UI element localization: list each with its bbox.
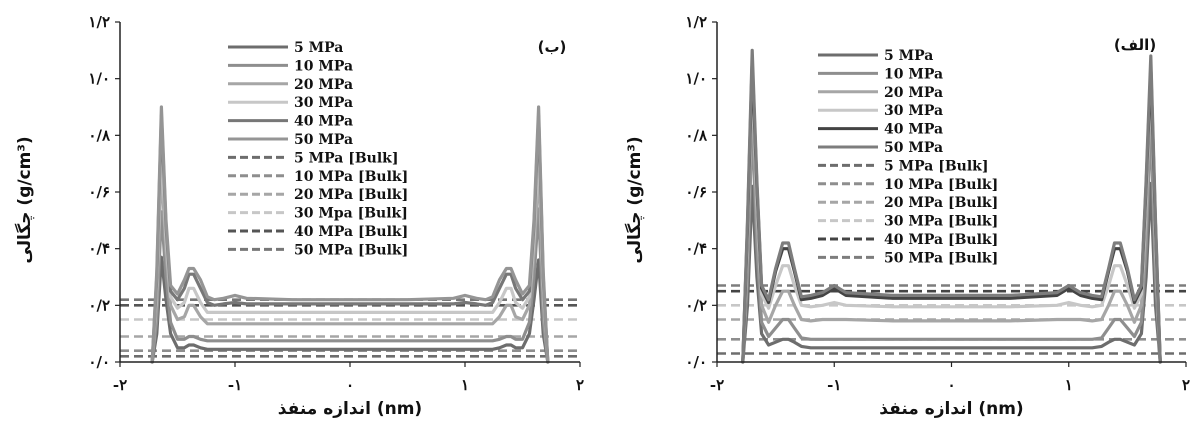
legend-label-6: 5 MPa [Bulk] — [884, 158, 989, 174]
y-tick-label: ۰/۴ — [685, 240, 707, 258]
x-tick-label: ۱ — [461, 376, 469, 394]
y-tick-label: ۰/۴ — [88, 240, 110, 258]
legend-label-8: 20 MPa [Bulk] — [294, 187, 408, 203]
legend-label-1: 10 MPa — [884, 66, 943, 82]
y-tick-label: ۰/۶ — [88, 183, 110, 201]
x-tick-label: -۱ — [228, 376, 242, 394]
series-line-4 — [743, 62, 1160, 362]
legend-label-2: 20 MPa — [884, 85, 943, 101]
series-line-0 — [152, 257, 548, 362]
y-tick-label: ۰/۲ — [88, 296, 110, 314]
y-tick-label: ۱/۰ — [88, 70, 110, 88]
x-tick-label: ۲ — [576, 376, 584, 394]
legend-label-7: 10 MPa [Bulk] — [294, 169, 408, 185]
legend-label-10: 40 MPa [Bulk] — [294, 224, 408, 240]
legend-label-10: 40 MPa [Bulk] — [884, 232, 998, 248]
y-tick-label: ۰/۰ — [88, 353, 110, 371]
legend-label-11: 50 MPa [Bulk] — [884, 250, 998, 266]
legend-label-4: 40 MPa — [294, 114, 353, 130]
legend-label-9: 30 MPa [Bulk] — [884, 214, 998, 230]
legend-label-3: 30 MPa — [294, 95, 353, 111]
legend-label-6: 5 MPa [Bulk] — [294, 150, 399, 166]
y-tick-label: ۰/۸ — [88, 126, 111, 144]
panel-label: (ب) — [538, 38, 567, 56]
x-tick-label: ۲ — [1182, 376, 1190, 394]
x-axis-title: اندازه منفذ (nm) — [278, 399, 422, 419]
legend-label-5: 50 MPa — [294, 132, 353, 148]
legend: 5 MPa 10 MPa 20 MPa 30 MPa 40 MPa 50 MPa 5 MPa… — [818, 48, 998, 266]
y-tick-label: ۰/۸ — [685, 126, 708, 144]
y-tick-label: ۰/۰ — [685, 353, 707, 371]
y-tick-label: ۱/۰ — [685, 70, 707, 88]
x-axis-title: اندازه منفذ (nm) — [879, 399, 1023, 419]
y-axis-title: چگالی (g/cm³) — [14, 136, 35, 263]
x-tick-label: -۲ — [710, 376, 724, 394]
legend-label-1: 10 MPa — [294, 58, 353, 74]
x-tick-label: ۰ — [947, 376, 955, 394]
y-tick-label: ۰/۶ — [685, 183, 707, 201]
legend-label-3: 30 MPa — [884, 103, 943, 119]
legend-label-0: 5 MPa — [884, 48, 933, 64]
x-tick-label: ۰ — [346, 376, 354, 394]
y-tick-label: ۱/۲ — [88, 13, 110, 31]
legend-label-0: 5 MPa — [294, 40, 343, 56]
x-tick-label: ۱ — [1065, 376, 1073, 394]
legend-label-2: 20 MPa — [294, 77, 353, 93]
legend-label-4: 40 MPa — [884, 122, 943, 138]
chart-panel-1: ۰/۰ ۰/۲ ۰/۴ ۰/۶ ۰/۸ ۱/۰ ۱/۲ -۲ -۱ ۰ ۱ ۲ اندازه منفذ … — [624, 13, 1190, 419]
legend-label-5: 50 MPa — [884, 140, 943, 156]
legend-label-8: 20 MPa [Bulk] — [884, 195, 998, 211]
chart-panel-0: ۰/۰ ۰/۲ ۰/۴ ۰/۶ ۰/۸ ۱/۰ ۱/۲ -۲ -۱ ۰ ۱ ۲ اندازه منفذ … — [14, 13, 584, 419]
legend-label-7: 10 MPa [Bulk] — [884, 177, 998, 193]
y-axis-title: چگالی (g/cm³) — [624, 136, 645, 263]
x-tick-label: -۱ — [827, 376, 841, 394]
legend-label-9: 30 Mpa [Bulk] — [294, 206, 408, 222]
legend-label-11: 50 MPa [Bulk] — [294, 242, 408, 258]
y-tick-label: ۰/۲ — [685, 296, 707, 314]
x-tick-label: -۲ — [113, 376, 127, 394]
y-tick-label: ۱/۲ — [685, 13, 707, 31]
legend: 5 MPa 10 MPa 20 MPa 30 MPa 40 MPa 50 MPa 5 MPa… — [228, 40, 408, 258]
panel-label: (الف) — [1114, 36, 1156, 54]
